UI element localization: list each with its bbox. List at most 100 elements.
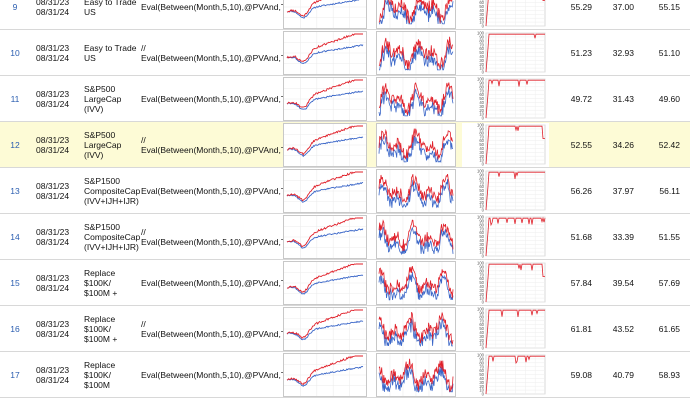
end-date: 08/31/24 — [36, 237, 70, 247]
oscillator-chart[interactable] — [376, 77, 456, 121]
pct-axis-tick-label: 0 — [482, 300, 485, 305]
row-index[interactable]: 14 — [10, 232, 20, 242]
equity-curve-chart[interactable] — [283, 261, 367, 305]
oscillator-chart[interactable] — [376, 169, 456, 213]
row-index[interactable]: 11 — [10, 94, 20, 104]
pct-axis-tick-label: 100 — [477, 77, 485, 82]
formula-line: // — [141, 227, 146, 237]
metric-a-value: 59.08 — [570, 370, 592, 380]
formula-line: Eval(Between(Month,5,10),@PVAnd,True) — [141, 278, 301, 288]
pct-axis-tick-label: 80 — [479, 268, 484, 273]
row-index[interactable]: 12 — [10, 140, 20, 150]
start-date: 08/31/23 — [36, 319, 70, 329]
equity-curve-chart[interactable] — [283, 169, 367, 213]
table-row[interactable]: 10 08/31/23 08/31/24 Easy to Trade US//Eval(… — [0, 30, 690, 76]
metric-b-value: 37.00 — [612, 2, 634, 12]
strategy-series — [286, 217, 363, 247]
oscillator-chart[interactable] — [376, 307, 456, 351]
metric-c-value: 49.60 — [658, 94, 680, 104]
universe-line: Replace $100K/ — [84, 314, 116, 334]
strategy-series — [378, 173, 454, 204]
formula-text: //Eval(Between(Month,5,10),@PVAnd,True) — [141, 30, 301, 76]
table-row[interactable]: 14 08/31/23 08/31/24 S&P1500 CompositeCap (IV… — [0, 214, 690, 260]
row-index[interactable]: 15 — [10, 278, 20, 288]
benchmark-series — [378, 135, 454, 164]
pct-axis-tick-label: 40 — [479, 376, 484, 381]
table-row[interactable]: 9 08/31/23 08/31/24 Easy to Trade US Eval(Bet… — [0, 0, 690, 30]
pct-axis-tick-label: 0 — [482, 24, 485, 29]
row-index[interactable]: 13 — [10, 186, 20, 196]
universe-line: US — [84, 7, 96, 17]
pct-axis-tick-label: 0 — [482, 116, 485, 121]
metric-b-value: 39.54 — [612, 278, 634, 288]
date-stack: 08/31/23 08/31/24 — [36, 273, 69, 293]
benchmark-series — [286, 136, 364, 158]
row-index[interactable]: 16 — [10, 324, 20, 334]
pct-axis-tick-label: 20 — [479, 338, 484, 343]
row-index[interactable]: 9 — [12, 2, 18, 12]
oscillator-chart[interactable] — [376, 261, 456, 305]
end-date: 08/31/24 — [36, 191, 70, 201]
pct-axis-tick-label: 30 — [479, 150, 484, 155]
equity-curve-chart[interactable] — [283, 123, 367, 167]
oscillator-chart[interactable] — [376, 123, 456, 167]
strategy-series — [485, 171, 545, 211]
metric-c-value: 51.55 — [658, 232, 680, 242]
strategy-series — [485, 125, 545, 165]
pct-axis-tick-label: 50 — [479, 50, 484, 55]
pct-axis-tick-label: 0 — [482, 162, 485, 167]
benchmark-series — [286, 366, 364, 387]
pct-axis-tick-label: 90 — [479, 127, 484, 132]
equity-curve-chart[interactable] — [283, 0, 367, 29]
table-row[interactable]: 17 08/31/23 08/31/24 Replace $100K/$100M Eva… — [0, 352, 690, 398]
pct-axis-tick-label: 60 — [479, 0, 484, 5]
pct-axis-tick-label: 40 — [479, 54, 484, 59]
equity-curve-chart[interactable] — [283, 77, 367, 121]
pct-axis-tick-label: 100 — [477, 123, 485, 128]
benchmark-series — [378, 318, 453, 347]
universe-line: LargeCap (IVV) — [84, 94, 122, 114]
row-index[interactable]: 17 — [10, 370, 20, 380]
table-row[interactable]: 12 08/31/23 08/31/24 S&P500 LargeCap (IVV)//… — [0, 122, 690, 168]
oscillator-chart[interactable] — [376, 353, 456, 397]
benchmark-series — [378, 226, 454, 256]
date-stack: 08/31/23 08/31/24 — [36, 227, 69, 247]
equity-curve-chart[interactable] — [283, 307, 367, 351]
end-date: 08/31/24 — [36, 329, 70, 339]
row-index[interactable]: 10 — [10, 48, 20, 58]
pct-axis-tick-label: 50 — [479, 280, 484, 285]
pct-axis-tick-label: 20 — [479, 16, 484, 21]
pct-axis-tick-label: 40 — [479, 8, 484, 13]
table-row[interactable]: 16 08/31/23 08/31/24 Replace $100K/$100M + /… — [0, 306, 690, 352]
pct-axis-tick-label: 20 — [479, 384, 484, 389]
universe-line: (IVV+IJH+IJR) — [84, 196, 139, 206]
table-row[interactable]: 11 08/31/23 08/31/24 S&P500 LargeCap (IVV) Ev… — [0, 76, 690, 122]
oscillator-chart[interactable] — [376, 215, 456, 259]
formula-stack: Eval(Between(Month,5,10),@PVAnd,True) — [141, 278, 301, 288]
oscillator-chart[interactable] — [376, 0, 456, 29]
equity-curve-chart[interactable] — [283, 31, 367, 75]
universe-name: Easy to Trade US — [84, 30, 140, 76]
pct-axis-tick-label: 90 — [479, 81, 484, 86]
strategy-series — [378, 128, 454, 160]
pct-axis-tick-label: 0 — [482, 70, 485, 75]
table-row[interactable]: 15 08/31/23 08/31/24 Replace $100K/$100M + E… — [0, 260, 690, 306]
equity-curve-chart[interactable] — [283, 353, 367, 397]
formula-stack: Eval(Between(Month,5,10),@PVAnd,True) — [141, 186, 301, 196]
oscillator-chart[interactable] — [376, 31, 456, 75]
pct-axis-tick-label: 70 — [479, 88, 484, 93]
equity-curve-chart[interactable] — [283, 215, 367, 259]
table-row[interactable]: 13 08/31/23 08/31/24 S&P1500 CompositeCap (IV… — [0, 168, 690, 214]
date-range: 08/31/23 08/31/24 — [36, 214, 80, 260]
universe-line: CompositeCap — [84, 232, 141, 242]
pct-axis-tick-label: 70 — [479, 134, 484, 139]
